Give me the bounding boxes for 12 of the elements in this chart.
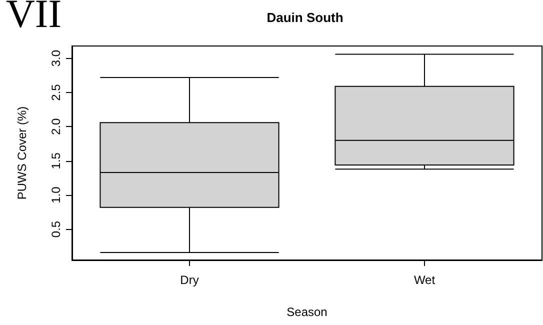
text: VII — [6, 0, 62, 37]
chart-title: Dauin South — [266, 10, 344, 25]
y-tick-label: 0.5 — [49, 220, 63, 238]
y-tick-label: 1.5 — [49, 152, 63, 170]
y-tick-label: 3.0 — [49, 50, 63, 67]
x-tick-label: Dry — [180, 273, 199, 287]
y-axis-title: PUWS Cover (%) — [15, 106, 29, 200]
x-tick-label: Wet — [414, 273, 436, 287]
y-tick-label: 2.5 — [49, 84, 63, 101]
x-axis-title: Season — [286, 305, 328, 319]
y-tick-label: 2.0 — [49, 118, 63, 136]
y-tick-label: 1.0 — [49, 186, 63, 204]
